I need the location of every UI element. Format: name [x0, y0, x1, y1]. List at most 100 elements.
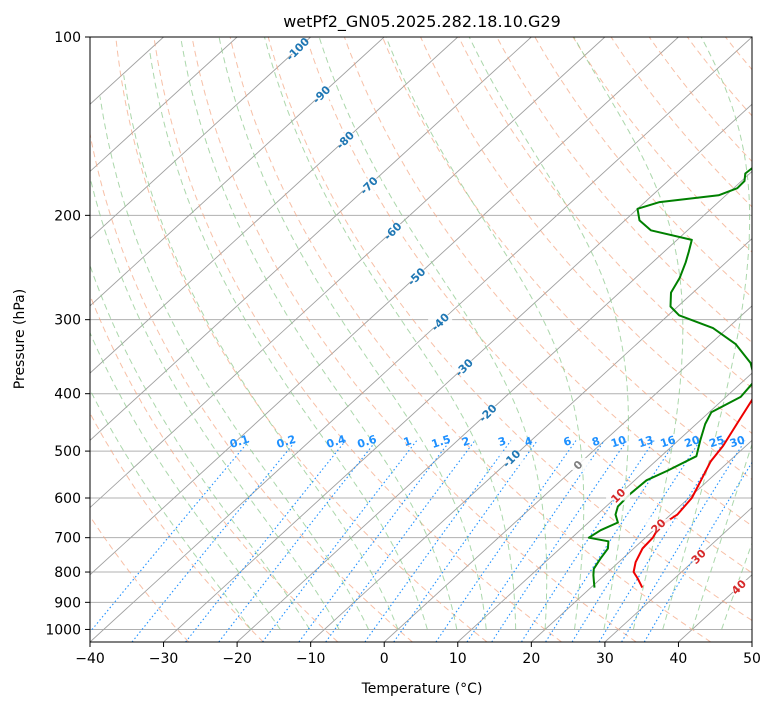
dry-adiabat	[90, 131, 413, 642]
isotherm-label-bg	[404, 269, 429, 282]
isotherm-line	[90, 37, 679, 576]
isotherm-label-bg	[451, 360, 476, 373]
plot-frame	[89, 36, 753, 643]
isotherm-label-bg	[309, 87, 334, 100]
moist-adiabat	[90, 264, 311, 630]
moist-adiabat	[385, 37, 585, 630]
mixing-ratio-line	[491, 440, 628, 642]
dry-adiabat	[343, 37, 752, 527]
mixing-ratio-label: 20	[683, 433, 702, 450]
isotherm-label-bg	[333, 133, 358, 145]
mixing-ratio-line	[218, 440, 377, 642]
mixing-ratio-label: 0.4	[325, 432, 348, 450]
mixing-ratio-label: 1.5	[430, 433, 453, 451]
x-tick-label: −20	[222, 651, 252, 667]
mixing-ratio-line	[435, 440, 577, 642]
mixing-ratio-line	[131, 440, 297, 642]
y-tick-label: 200	[54, 208, 81, 224]
x-tick-label: −30	[149, 651, 179, 667]
axes: −40 −30 −20 −10 0 10 20 30 40 5010020030040050060…	[45, 30, 761, 667]
mixing-ratio-label: 4	[523, 434, 535, 449]
moist-adiabat	[264, 37, 517, 630]
dry-adiabat	[229, 37, 712, 642]
isotherm-line	[383, 305, 752, 642]
mixing-ratio-line	[90, 440, 250, 633]
dewpoint-profile-line	[587, 167, 752, 588]
mixing-ratio-line	[545, 440, 677, 642]
mixing-ratio-line	[364, 440, 512, 642]
dry-adiabat	[153, 37, 562, 642]
x-axis-label: Temperature (°C)	[361, 681, 483, 697]
x-tick-label: 10	[449, 651, 467, 667]
moist-adiabat	[90, 331, 281, 630]
isotherm-line	[604, 506, 752, 642]
dry-adiabat	[534, 37, 752, 298]
isotherm-line	[236, 170, 752, 642]
y-axis-label: Pressure (hPa)	[12, 289, 28, 389]
grid-layer	[90, 37, 775, 642]
x-tick-label: 50	[743, 651, 761, 667]
isotherm-line	[90, 37, 238, 173]
x-tick-label: −10	[296, 651, 326, 667]
isotherm-label-bg	[285, 42, 310, 54]
y-tick-label: 600	[54, 491, 81, 507]
mixing-ratio-label: 0.6	[356, 432, 379, 450]
y-tick-label: 400	[54, 387, 81, 403]
moist-adiabat	[149, 51, 428, 630]
isotherm-label-bg	[686, 549, 711, 562]
isotherm-label-bg	[356, 178, 381, 191]
mixing-ratio-label: 8	[590, 434, 601, 449]
moist-adiabat	[99, 96, 369, 630]
y-tick-label: 800	[54, 565, 81, 581]
y-tick-label: 700	[54, 531, 81, 547]
x-tick-label: −40	[75, 651, 105, 667]
x-tick-label: 40	[670, 651, 688, 667]
dry-adiabat	[90, 412, 264, 642]
moist-adiabat	[218, 37, 487, 630]
isotherm-label-bg	[646, 519, 671, 531]
isotherm-line	[310, 238, 752, 642]
mixing-ratio-label: 0.2	[275, 433, 298, 451]
isotherm-label-bg	[565, 458, 590, 470]
isotherm-line	[90, 37, 311, 240]
isotherm-line	[163, 103, 752, 642]
mixing-ratio-label: 2	[460, 434, 471, 449]
moist-adiabat	[180, 37, 458, 630]
isotherm-line	[90, 37, 606, 509]
y-tick-label: 100	[54, 30, 81, 46]
isotherm-line	[90, 37, 532, 441]
dry-adiabat	[764, 37, 775, 642]
temperature-profile-line	[632, 397, 752, 589]
moist-adiabat	[318, 37, 548, 630]
mixing-ratio-label: 25	[708, 433, 727, 450]
mixing-ratio-label: 30	[728, 433, 747, 450]
mixing-ratio-line	[621, 440, 746, 642]
dry-adiabat	[305, 37, 752, 574]
isotherm-label-bg	[726, 580, 751, 592]
mixing-ratio-label: 16	[659, 433, 678, 450]
mixing-ratio-line	[466, 440, 605, 642]
isotherm-label-bg	[475, 406, 500, 418]
mixing-ratio-label: 13	[637, 433, 656, 450]
dry-adiabat	[191, 37, 637, 642]
mixing-ratio-line	[571, 440, 701, 642]
moist-adiabat	[468, 37, 629, 630]
mixing-ratio-label: 6	[562, 434, 574, 449]
x-tick-label: 30	[596, 651, 614, 667]
moist-adiabat	[123, 75, 399, 630]
x-tick-label: 20	[522, 651, 540, 667]
dry-adiabat	[115, 37, 488, 642]
mixing-ratio-line	[521, 440, 655, 642]
dry-adiabat	[90, 515, 190, 642]
isotherm-line	[90, 37, 752, 642]
isotherm-label-bg	[606, 488, 631, 501]
mixing-ratio-label: 0.1	[228, 433, 251, 451]
y-tick-label: 300	[54, 313, 81, 329]
mixing-ratio-label: 3	[496, 434, 507, 449]
isotherm-label-bg	[428, 315, 453, 327]
mixing-ratio-line	[598, 440, 726, 642]
moist-adiabat	[662, 37, 751, 630]
moist-adiabat	[691, 442, 752, 630]
isotherm-line	[90, 37, 385, 307]
